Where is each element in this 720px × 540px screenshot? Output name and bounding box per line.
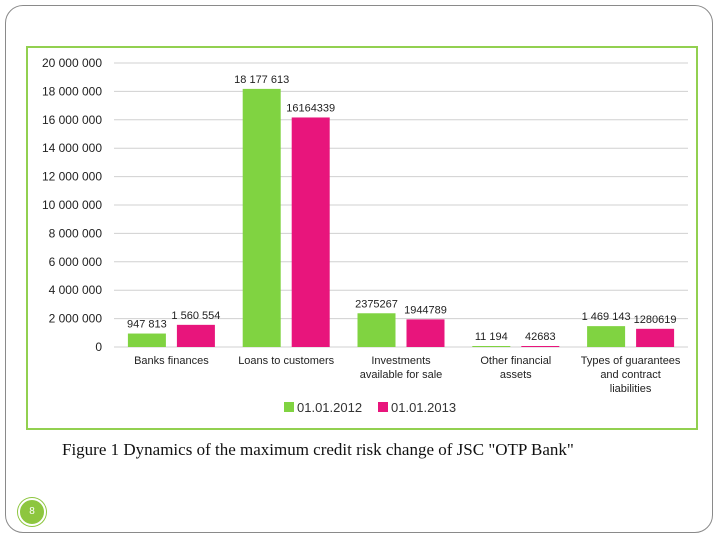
legend-swatch <box>378 402 388 412</box>
category-label: Other financial assets <box>480 355 551 381</box>
y-tick-label: 14 000 000 <box>42 141 102 155</box>
bar <box>406 319 445 347</box>
page-number-badge: 8 <box>18 498 46 526</box>
data-label: 1 560 554 <box>171 310 220 322</box>
legend-label: 01.01.2012 <box>297 400 362 415</box>
data-label: 18 177 613 <box>234 74 289 86</box>
legend-label: 01.01.2013 <box>391 400 456 415</box>
y-tick-label: 6 000 000 <box>49 255 103 269</box>
data-label: 1944789 <box>404 304 447 316</box>
bar <box>357 313 396 347</box>
bar-chart: 0 2 000 000 4 000 000 6 000 000 8 000 000 10 … <box>42 56 688 415</box>
y-tick-label: 20 000 000 <box>42 56 102 70</box>
bar <box>587 326 626 347</box>
bar <box>636 328 675 347</box>
category-label: Banks finances <box>134 355 209 367</box>
chart-container: 0 2 000 000 4 000 000 6 000 000 8 000 000 10 … <box>26 46 698 430</box>
y-tick-label: 2 000 000 <box>49 312 103 326</box>
data-label: 42683 <box>525 331 556 343</box>
data-label: 11 194 <box>475 331 508 343</box>
data-label: 1 469 143 <box>582 311 631 323</box>
bar <box>291 117 330 347</box>
category-label: Loans to customers <box>238 355 334 367</box>
category-label: Types of guarantees and contract liabiliti… <box>581 355 681 395</box>
data-label: 2375267 <box>355 298 398 310</box>
bar <box>127 333 166 347</box>
data-label: 1280619 <box>634 314 677 326</box>
legend-swatch <box>284 402 294 412</box>
y-tick-label: 12 000 000 <box>42 170 102 184</box>
data-label: 16164339 <box>286 102 335 114</box>
bar <box>521 346 560 347</box>
bar <box>176 324 215 347</box>
category-label: Investments available for sale <box>360 355 443 381</box>
y-tick-label: 18 000 000 <box>42 84 102 98</box>
data-label: 947 813 <box>127 319 167 331</box>
figure-caption: Figure 1 Dynamics of the maximum credit … <box>62 440 574 459</box>
y-tick-label: 16 000 000 <box>42 113 102 127</box>
bar <box>242 88 281 347</box>
y-tick-label: 0 <box>95 340 102 354</box>
slide-frame <box>5 5 713 533</box>
y-tick-label: 10 000 000 <box>42 198 102 212</box>
bar <box>472 346 511 347</box>
y-tick-label: 8 000 000 <box>49 226 103 240</box>
y-tick-label: 4 000 000 <box>49 283 103 297</box>
